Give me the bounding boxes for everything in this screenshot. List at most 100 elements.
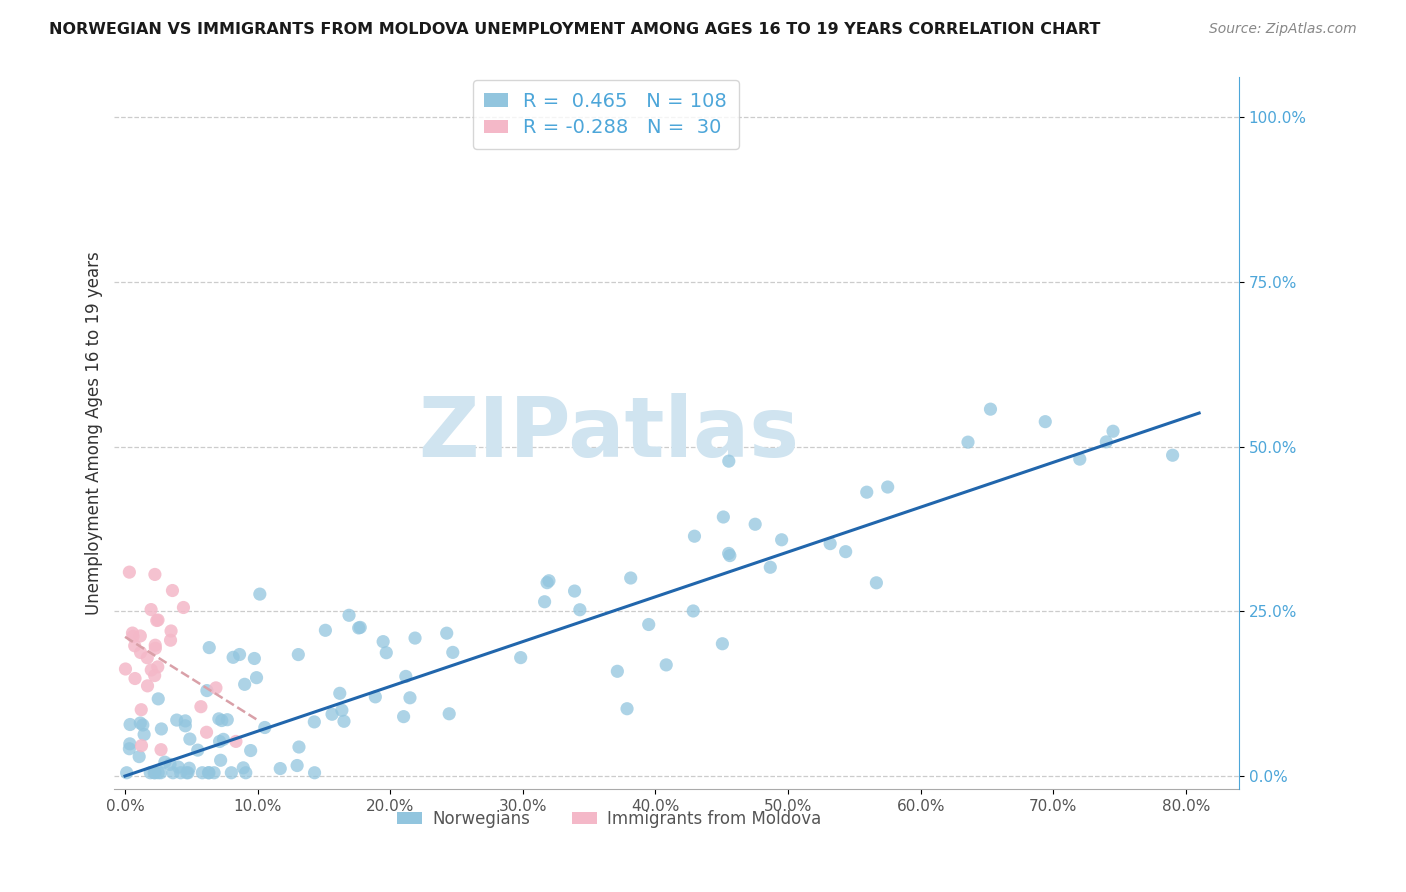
Point [134, 727, 156, 741]
Point [536, 575, 558, 590]
Point [118, 565, 141, 579]
Point [136, 650, 159, 665]
Point [373, 634, 395, 648]
Point [208, 734, 231, 748]
Point [285, 758, 308, 772]
Point [564, 584, 586, 599]
Point [956, 435, 979, 450]
Point [115, 765, 138, 780]
Point [243, 651, 266, 665]
Point [682, 604, 704, 618]
Point [245, 671, 267, 685]
Point [711, 510, 734, 524]
Point [145, 614, 167, 628]
Point [235, 765, 257, 780]
Point [174, 714, 197, 728]
Point [436, 626, 458, 640]
Point [1161, 448, 1184, 462]
Point [212, 732, 235, 747]
Point [287, 648, 309, 662]
Point [239, 743, 262, 757]
Point [217, 713, 239, 727]
Point [162, 583, 184, 598]
Point [208, 712, 231, 726]
Point [118, 741, 141, 756]
Point [114, 662, 136, 676]
Point [129, 629, 152, 643]
Point [202, 765, 225, 780]
Point [818, 536, 841, 550]
Point [122, 629, 145, 643]
Point [146, 765, 169, 780]
Point [129, 716, 152, 731]
Point [711, 637, 734, 651]
Point [744, 517, 766, 532]
Point [132, 718, 155, 732]
Point [143, 567, 166, 582]
Point [225, 734, 247, 748]
Point [141, 663, 163, 677]
Point [606, 665, 628, 679]
Point [174, 719, 197, 733]
Point [159, 633, 181, 648]
Point [855, 485, 877, 500]
Point [221, 765, 243, 780]
Y-axis label: Unemployment Among Ages 16 to 19 years: Unemployment Among Ages 16 to 19 years [86, 252, 103, 615]
Point [249, 587, 271, 601]
Point [620, 571, 643, 585]
Point [228, 648, 250, 662]
Point [143, 668, 166, 682]
Point [129, 646, 152, 660]
Legend: Norwegians, Immigrants from Moldova: Norwegians, Immigrants from Moldova [391, 803, 828, 834]
Point [150, 742, 173, 756]
Point [337, 608, 360, 623]
Point [195, 683, 218, 698]
Point [304, 765, 326, 780]
Point [190, 699, 212, 714]
Point [176, 765, 198, 780]
Point [533, 595, 555, 609]
Point [162, 765, 184, 780]
Point [177, 765, 200, 780]
Point [717, 454, 740, 468]
Point [211, 714, 233, 728]
Text: NORWEGIAN VS IMMIGRANTS FROM MOLDOVA UNEMPLOYMENT AMONG AGES 16 TO 19 YEARS CORR: NORWEGIAN VS IMMIGRANTS FROM MOLDOVA UNE… [49, 22, 1101, 37]
Point [120, 717, 142, 731]
Point [304, 714, 326, 729]
Point [404, 631, 426, 645]
Point [159, 757, 181, 772]
Point [198, 765, 221, 780]
Point [209, 753, 232, 767]
Point [717, 546, 740, 560]
Point [288, 739, 311, 754]
Point [770, 533, 793, 547]
Point [167, 760, 190, 774]
Point [187, 743, 209, 757]
Point [232, 761, 254, 775]
Point [349, 620, 371, 634]
Point [118, 737, 141, 751]
Point [146, 613, 169, 627]
Point [143, 765, 166, 780]
Point [637, 617, 659, 632]
Point [1033, 415, 1056, 429]
Point [616, 702, 638, 716]
Point [537, 574, 560, 588]
Point [150, 722, 173, 736]
Point [834, 544, 856, 558]
Point [347, 621, 370, 635]
Point [395, 669, 418, 683]
Point [1069, 452, 1091, 467]
Point [139, 602, 162, 616]
Point [314, 624, 336, 638]
Point [1095, 434, 1118, 449]
Point [392, 709, 415, 723]
Point [437, 706, 460, 721]
Point [333, 714, 356, 729]
Point [153, 755, 176, 769]
Point [121, 626, 143, 640]
Point [131, 739, 153, 753]
Point [683, 529, 706, 543]
Point [139, 765, 162, 780]
Point [979, 402, 1001, 417]
